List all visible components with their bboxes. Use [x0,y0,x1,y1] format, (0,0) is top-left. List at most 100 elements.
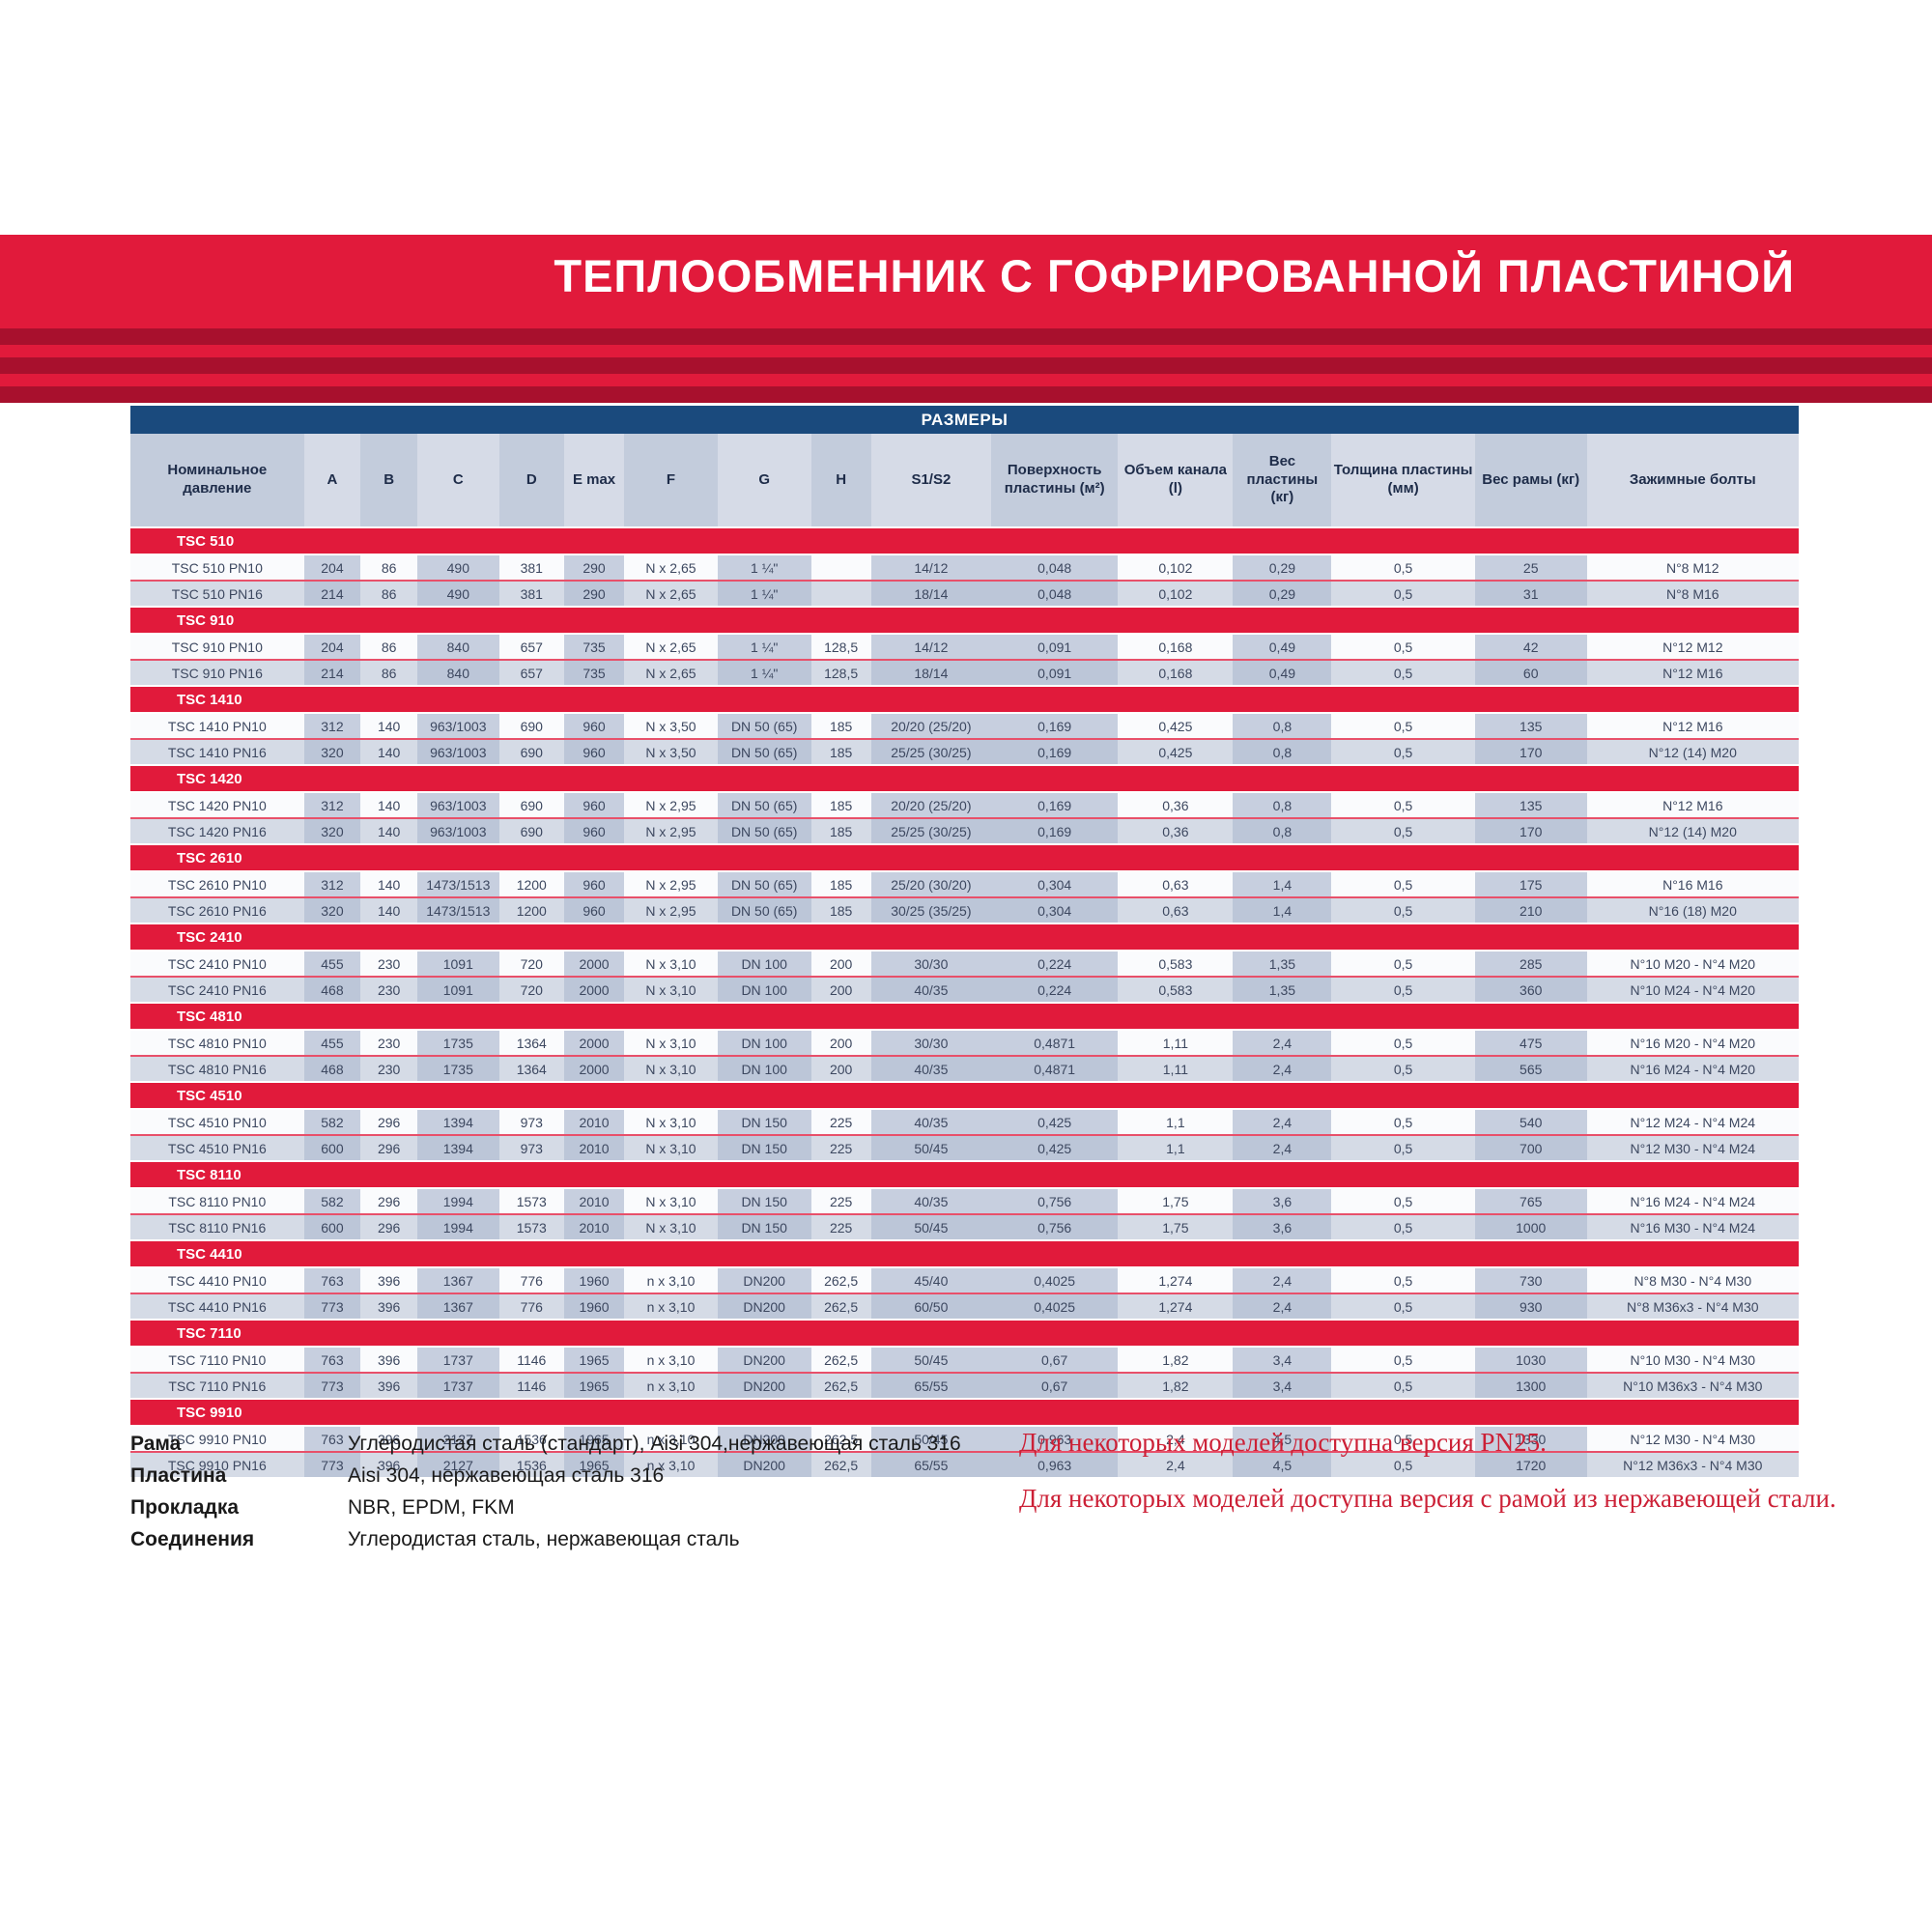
value-cell: N x 2,95 [624,896,718,923]
value-cell: 170 [1474,817,1587,844]
table-row: TSC 4810 PN16 468 230 1735 1364 2000 N x 3,10 D… [130,1055,1799,1082]
value-cell: 930 [1474,1293,1587,1320]
value-cell: 582 [303,1109,361,1136]
value-cell: 262,5 [810,1293,871,1320]
column-header: Зажимные болты [1586,434,1799,527]
value-cell: 1 ¼" [717,659,811,686]
value-cell: 963/1003 [417,738,499,765]
value-cell: 2010 [563,1109,625,1136]
value-cell: 0,5 [1331,1347,1475,1374]
value-cell: 14/12 [870,634,992,661]
value-cell: 0,5 [1331,1372,1475,1399]
value-cell: 320 [303,738,361,765]
value-cell: 1,82 [1118,1372,1234,1399]
value-cell: N x 2,65 [624,659,718,686]
value-cell: 128,5 [810,659,871,686]
value-cell: 140 [360,871,417,898]
value-cell: DN 100 [717,951,811,978]
value-cell: 2,4 [1118,1426,1234,1453]
value-cell: 1573 [498,1188,564,1215]
column-header: H [810,434,871,527]
value-cell: N°12 (14) M20 [1586,738,1799,765]
value-cell: 2,4 [1233,1267,1332,1294]
value-cell: n x 3,10 [624,1267,718,1294]
value-cell: 1394 [417,1134,499,1161]
value-cell: DN 100 [717,976,811,1003]
value-cell: n x 3,10 [624,1347,718,1374]
group-name: TSC 1410 [130,685,1799,714]
value-cell: DN 100 [717,1055,811,1082]
value-cell: 18/14 [870,580,992,607]
value-cell: N°16 M16 [1586,871,1799,898]
value-cell: 0,169 [991,817,1119,844]
value-cell: 185 [810,713,871,740]
value-cell: 14/12 [870,554,992,582]
value-cell: 225 [810,1134,871,1161]
value-cell: 2,4 [1233,1293,1332,1320]
value-cell: 1000 [1474,1213,1587,1240]
value-cell: 204 [303,554,361,582]
value-cell: 0,5 [1331,659,1475,686]
value-cell: 0,5 [1331,1213,1475,1240]
group-header-row: TSC 7110 [130,1319,1799,1348]
value-cell: N x 3,10 [624,1030,718,1057]
value-cell: 0,4025 [991,1293,1119,1320]
column-header: A [303,434,361,527]
value-cell: 0,8 [1233,713,1332,740]
value-cell: 730 [1474,1267,1587,1294]
value-cell: 40/35 [870,1188,992,1215]
value-cell: 1,4 [1233,896,1332,923]
value-cell: 2,4 [1233,1109,1332,1136]
title-banner: ТЕПЛООБМЕННИК С ГОФРИРОВАННОЙ ПЛАСТИНОЙ [0,235,1932,316]
value-cell: 0,5 [1331,738,1475,765]
model-cell: TSC 9910 PN16 [130,1451,304,1477]
value-cell: 963/1003 [417,792,499,819]
value-cell: 2000 [563,951,625,978]
value-cell: N x 2,95 [624,817,718,844]
material-label: Прокладка [130,1496,240,1519]
table-row: TSC 7110 PN10 763 396 1737 1146 1965 n x 3,10 D… [130,1347,1799,1374]
table-row: TSC 2610 PN10 312 140 1473/1513 1200 960 N x 2… [130,871,1799,898]
value-cell: 200 [810,1055,871,1082]
value-cell: N°10 M36x3 - N°4 M30 [1586,1372,1799,1399]
value-cell: 42 [1474,634,1587,661]
value-cell: 1330 [1474,1426,1587,1453]
value-cell: N°16 M20 - N°4 M20 [1586,1030,1799,1057]
value-cell: 763 [303,1267,361,1294]
value-cell: 200 [810,1030,871,1057]
group-header-row: TSC 4510 [130,1081,1799,1110]
group-header-row: TSC 4810 [130,1002,1799,1031]
value-cell: 20/20 (25/20) [870,713,992,740]
value-cell: 1473/1513 [417,896,499,923]
value-cell: 204 [303,634,361,661]
value-cell [810,554,871,582]
column-header: Вес рамы (кг) [1474,434,1587,527]
table-row: TSC 9910 PN16 773 396 2127 1536 1965 n x 3,10 D… [130,1451,1799,1477]
dimensions-table-section: РАЗМЕРЫ Номинальное давление A B C D E max F G H… [130,406,1799,1477]
value-cell: 0,048 [991,580,1119,607]
group-name: TSC 1420 [130,764,1799,793]
value-cell: 2000 [563,976,625,1003]
value-cell: 1,11 [1118,1030,1234,1057]
group-header-row: TSC 8110 [130,1160,1799,1189]
value-cell: 2010 [563,1134,625,1161]
value-cell: 475 [1474,1030,1587,1057]
value-cell: 2000 [563,1030,625,1057]
value-cell: 50/45 [870,1426,992,1453]
value-cell: 0,091 [991,659,1119,686]
value-cell: 0,5 [1331,896,1475,923]
value-cell: N°12 M16 [1586,792,1799,819]
table-row: TSC 510 PN16 214 86 490 381 290 N x 2,65 1 ¼" 18… [130,580,1799,607]
column-header: D [498,434,564,527]
value-cell: 773 [303,1293,361,1320]
material-value: Aisi 304, нержавеющая сталь 316 [348,1464,665,1487]
material-row: Пластина Aisi 304, нержавеющая сталь 316 [130,1460,1932,1492]
value-cell: 0,67 [991,1347,1119,1374]
value-cell: 960 [563,817,625,844]
value-cell: 65/55 [870,1372,992,1399]
value-cell: 0,425 [1118,713,1234,740]
value-cell: N x 3,10 [624,1188,718,1215]
value-cell: 565 [1474,1055,1587,1082]
value-cell: 776 [498,1293,564,1320]
value-cell: 296 [360,1109,417,1136]
